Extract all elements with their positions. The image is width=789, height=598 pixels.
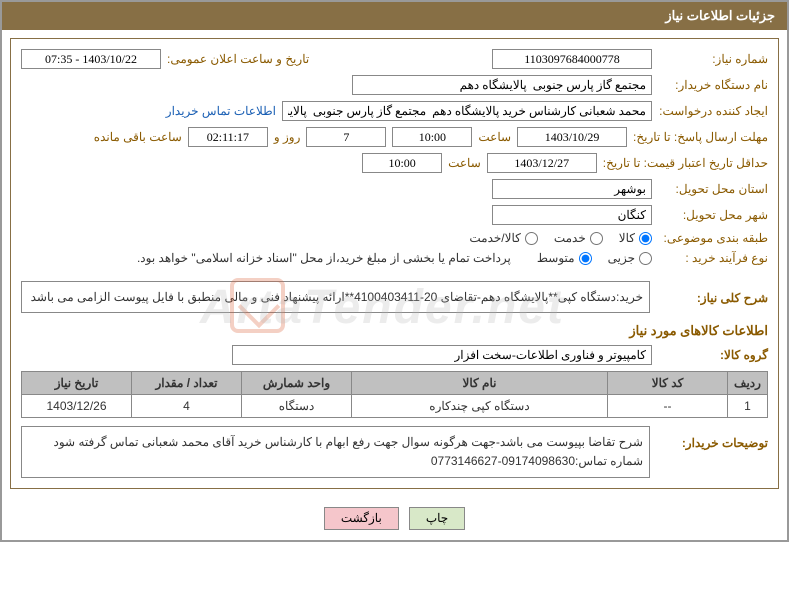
cell-qty: 4 xyxy=(132,395,242,418)
table-row: 1 -- دستگاه کپی چندکاره دستگاه 4 1403/12… xyxy=(22,395,768,418)
validity-date-field[interactable] xyxy=(487,153,597,173)
radio-medium[interactable]: متوسط xyxy=(537,251,592,265)
th-date: تاریخ نیاز xyxy=(22,372,132,395)
radio-partial-input[interactable] xyxy=(639,252,652,265)
main-frame: جزئیات اطلاعات نیاز شماره نیاز: تاریخ و … xyxy=(0,0,789,542)
th-code: کد کالا xyxy=(608,372,728,395)
buyer-org-label: نام دستگاه خریدار: xyxy=(658,78,768,92)
group-field[interactable] xyxy=(232,345,652,365)
validity-label: حداقل تاریخ اعتبار قیمت: تا تاریخ: xyxy=(603,156,768,170)
province-label: استان محل تحویل: xyxy=(658,182,768,196)
print-button[interactable]: چاپ xyxy=(409,507,465,530)
city-label: شهر محل تحویل: xyxy=(658,208,768,222)
items-section-title: اطلاعات کالاهای مورد نیاز xyxy=(21,323,768,339)
radio-partial[interactable]: جزیی xyxy=(608,251,652,265)
radio-service-input[interactable] xyxy=(590,232,603,245)
days-word: روز و xyxy=(274,130,301,144)
back-button[interactable]: بازگشت xyxy=(324,507,399,530)
process-radio-group: جزیی متوسط xyxy=(537,251,652,265)
days-remaining-field[interactable] xyxy=(306,127,386,147)
requester-label: ایجاد کننده درخواست: xyxy=(658,104,768,118)
button-row: چاپ بازگشت xyxy=(2,497,787,540)
content-panel: شماره نیاز: تاریخ و ساعت اعلان عمومی: نا… xyxy=(10,38,779,489)
radio-goods-service-input[interactable] xyxy=(525,232,538,245)
page-title: جزئیات اطلاعات نیاز xyxy=(2,2,787,30)
th-qty: تعداد / مقدار xyxy=(132,372,242,395)
category-radio-group: کالا خدمت کالا/خدمت xyxy=(469,231,652,245)
time-word-1: ساعت xyxy=(478,130,511,144)
process-label: نوع فرآیند خرید : xyxy=(658,251,768,265)
city-field[interactable] xyxy=(492,205,652,225)
radio-goods[interactable]: کالا xyxy=(619,231,652,245)
desc-label: شرح کلی نیاز: xyxy=(697,291,768,305)
cell-code: -- xyxy=(608,395,728,418)
request-no-label: شماره نیاز: xyxy=(658,52,768,66)
requester-field[interactable] xyxy=(282,101,652,121)
items-table: ردیف کد کالا نام کالا واحد شمارش تعداد /… xyxy=(21,371,768,418)
table-header-row: ردیف کد کالا نام کالا واحد شمارش تعداد /… xyxy=(22,372,768,395)
radio-goods-service[interactable]: کالا/خدمت xyxy=(469,231,537,245)
remaining-word: ساعت باقی مانده xyxy=(94,130,182,144)
cell-row: 1 xyxy=(728,395,768,418)
buyer-notes-text: شرح تقاضا بپیوست می باشد-جهت هرگونه سوال… xyxy=(21,426,650,478)
deadline-label: مهلت ارسال پاسخ: تا تاریخ: xyxy=(633,130,768,144)
time-remaining-field[interactable] xyxy=(188,127,268,147)
time-word-2: ساعت xyxy=(448,156,481,170)
cell-name: دستگاه کپی چندکاره xyxy=(352,395,608,418)
th-unit: واحد شمارش xyxy=(242,372,352,395)
th-row: ردیف xyxy=(728,372,768,395)
cell-date: 1403/12/26 xyxy=(22,395,132,418)
category-label: طبقه بندی موضوعی: xyxy=(658,231,768,245)
th-name: نام کالا xyxy=(352,372,608,395)
radio-medium-input[interactable] xyxy=(579,252,592,265)
validity-time-field[interactable] xyxy=(362,153,442,173)
request-no-field[interactable] xyxy=(492,49,652,69)
deadline-time-field[interactable] xyxy=(392,127,472,147)
buyer-notes-label: توضیحات خریدار: xyxy=(682,436,768,450)
payment-note: پرداخت تمام یا بخشی از مبلغ خرید،از محل … xyxy=(137,251,511,265)
radio-service[interactable]: خدمت xyxy=(554,231,603,245)
buyer-org-field[interactable] xyxy=(352,75,652,95)
group-label: گروه کالا: xyxy=(658,348,768,362)
radio-goods-input[interactable] xyxy=(639,232,652,245)
announce-datetime-label: تاریخ و ساعت اعلان عمومی: xyxy=(167,52,309,66)
contact-link[interactable]: اطلاعات تماس خریدار xyxy=(166,104,276,118)
announce-datetime-field[interactable] xyxy=(21,49,161,69)
desc-text: خرید:دستگاه کپی**پالایشگاه دهم-تقاضای 20… xyxy=(21,281,650,313)
province-field[interactable] xyxy=(492,179,652,199)
deadline-date-field[interactable] xyxy=(517,127,627,147)
cell-unit: دستگاه xyxy=(242,395,352,418)
